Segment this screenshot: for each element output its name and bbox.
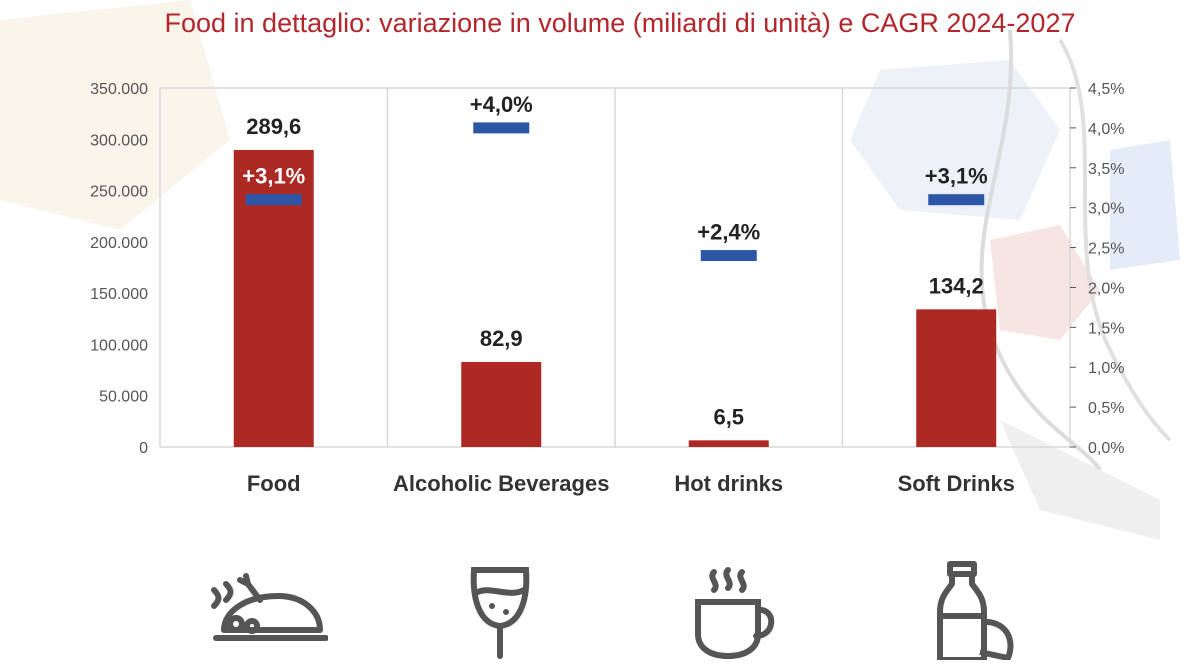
bottle-lemon-icon	[937, 561, 1014, 660]
cagr-marker	[928, 194, 985, 206]
cagr-value-label: +4,0%	[470, 92, 533, 117]
bar	[461, 361, 542, 447]
y-axis-tick-label: 150.000	[90, 286, 148, 303]
y2-axis-tick-label: 3,0%	[1088, 201, 1124, 218]
cagr-value-label: +3,1%	[925, 164, 988, 189]
y-axis-tick-label: 250.000	[90, 184, 148, 201]
x-axis-category-label: Hot drinks	[674, 471, 783, 496]
x-axis-category-label: Alcoholic Beverages	[393, 471, 609, 496]
coffee-cup-icon	[695, 567, 775, 660]
roast-chicken-icon	[211, 573, 328, 641]
y-axis-tick-label: 200.000	[90, 235, 148, 252]
bar-value-label: 6,5	[713, 404, 744, 429]
y-axis-tick-label: 350.000	[90, 81, 148, 98]
cagr-marker	[245, 194, 302, 206]
y-axis-tick-label: 50.000	[99, 389, 148, 406]
bar-value-label: 289,6	[246, 114, 301, 139]
y2-axis-tick-label: 1,5%	[1088, 320, 1124, 337]
wine-glass-icon	[470, 567, 530, 659]
y2-axis-tick-label: 0,5%	[1088, 400, 1124, 417]
x-axis-category-label: Soft Drinks	[898, 471, 1015, 496]
bar-value-label: 82,9	[480, 326, 523, 351]
bar	[916, 309, 997, 447]
y2-axis-tick-label: 2,5%	[1088, 241, 1124, 258]
y2-axis-tick-label: 4,0%	[1088, 121, 1124, 138]
x-axis-category-label: Food	[247, 471, 301, 496]
y2-axis-tick-label: 0,0%	[1088, 440, 1124, 457]
y2-axis-tick-label: 4,5%	[1088, 81, 1124, 98]
y2-axis-tick-label: 3,5%	[1088, 161, 1124, 178]
y-axis-tick-label: 300.000	[90, 132, 148, 149]
cagr-value-label: +3,1%	[242, 164, 305, 189]
y2-axis-tick-label: 2,0%	[1088, 280, 1124, 297]
y-axis-tick-label: 100.000	[90, 337, 148, 354]
bar	[688, 440, 769, 447]
cagr-marker	[700, 250, 757, 262]
y-axis-tick-label: 0	[139, 440, 148, 457]
bar-value-label: 134,2	[929, 273, 984, 298]
cagr-marker	[473, 122, 530, 134]
chart-title: Food in dettaglio: variazione in volume …	[164, 8, 1076, 38]
y2-axis-tick-label: 1,0%	[1088, 360, 1124, 377]
cagr-value-label: +2,4%	[697, 220, 760, 245]
